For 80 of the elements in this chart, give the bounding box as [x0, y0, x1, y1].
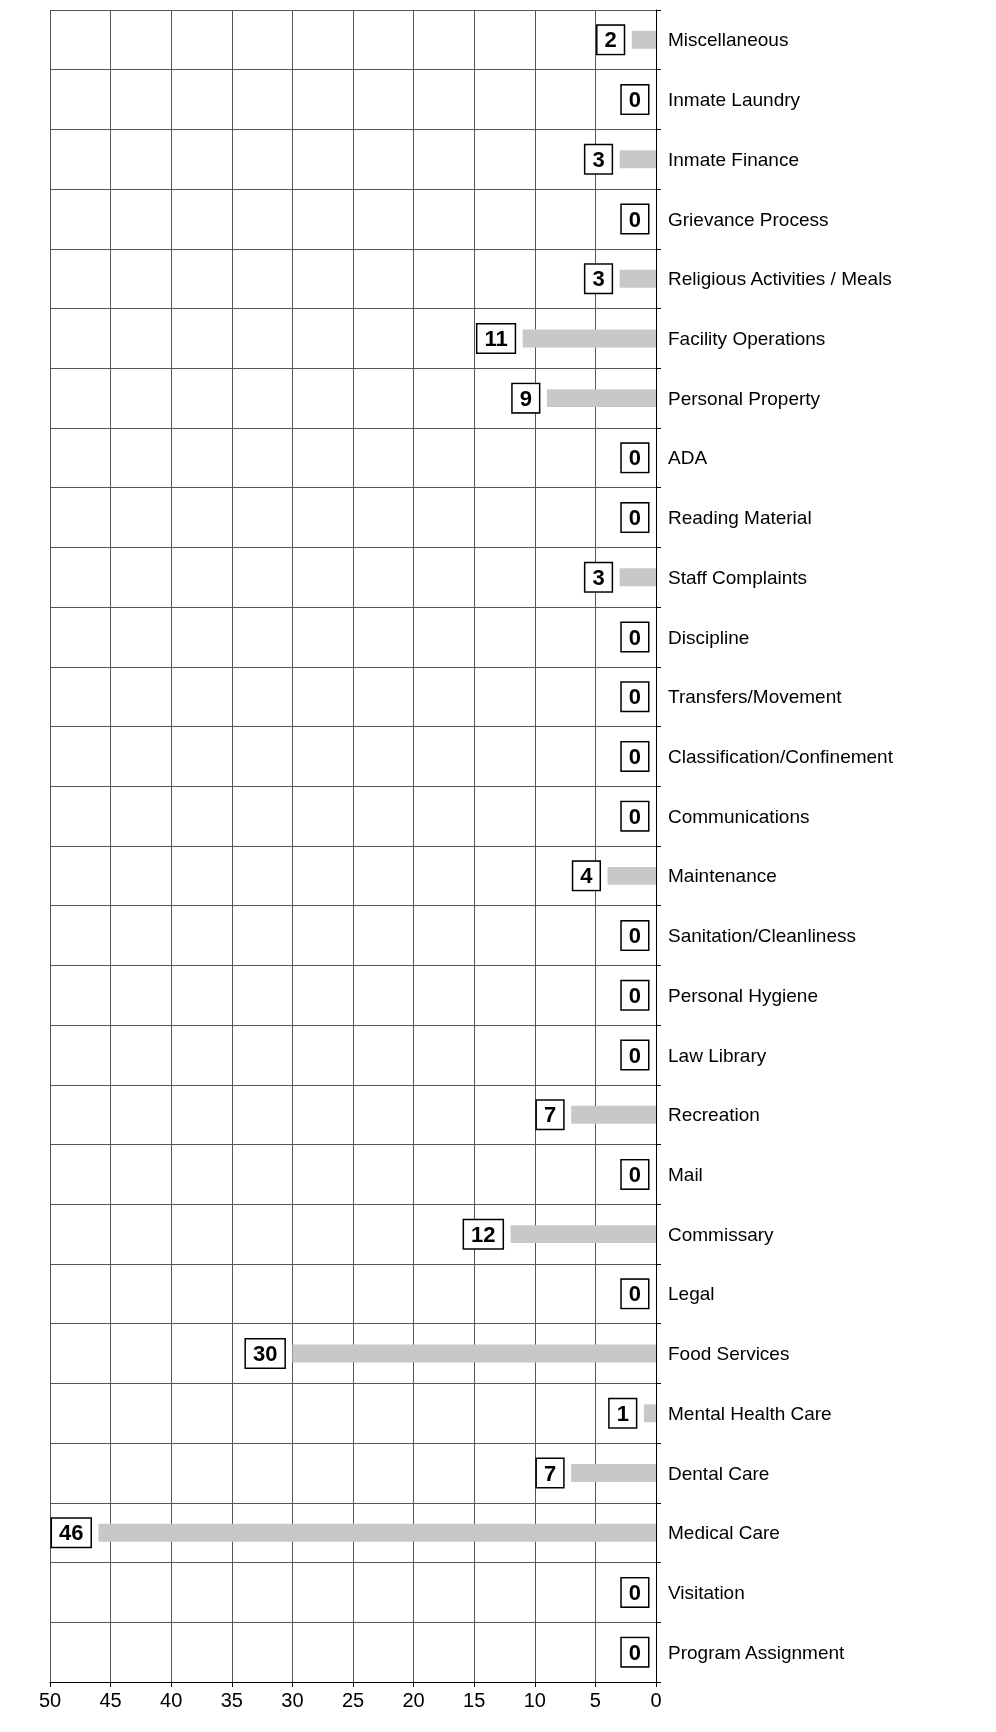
- y-tick-label: Sanitation/Cleanliness: [668, 925, 857, 947]
- y-tick-label: Mental Health Care: [668, 1402, 832, 1424]
- y-tick-label: Law Library: [668, 1044, 767, 1066]
- bar: [619, 568, 656, 587]
- y-tick-label: Program Assignment: [668, 1641, 846, 1663]
- y-tick-label: Personal Hygiene: [668, 984, 818, 1006]
- data-label: 3: [592, 146, 605, 172]
- data-label: 0: [628, 1579, 641, 1605]
- y-tick-label: Miscellaneous: [668, 29, 789, 51]
- bar: [643, 1404, 656, 1423]
- x-tick-label: 0: [650, 1689, 662, 1711]
- y-tick-label: Grievance Process: [668, 208, 829, 230]
- y-tick-label: Inmate Laundry: [668, 89, 801, 111]
- x-tick-label: 50: [38, 1689, 62, 1711]
- bar: [571, 1105, 656, 1124]
- data-label: 0: [628, 1161, 641, 1187]
- data-label: 0: [628, 923, 641, 949]
- y-tick-label: Classification/Confinement: [668, 745, 894, 767]
- data-label: 2: [604, 27, 617, 53]
- data-label: 7: [543, 1460, 557, 1486]
- bar: [571, 1464, 656, 1482]
- data-label: 0: [628, 1042, 641, 1068]
- data-label: 0: [628, 206, 641, 232]
- data-label: 0: [628, 982, 641, 1008]
- data-label: 0: [628, 684, 641, 710]
- y-tick-label: Food Services: [668, 1343, 790, 1365]
- x-tick-label: 40: [160, 1689, 183, 1711]
- bar: [546, 389, 656, 408]
- data-label: 46: [59, 1520, 84, 1546]
- bar: [619, 269, 656, 288]
- y-tick-label: Recreation: [668, 1104, 760, 1126]
- y-tick-label: Transfers/Movement: [668, 686, 843, 708]
- data-label: 0: [628, 624, 641, 650]
- x-tick-label: 45: [99, 1689, 122, 1711]
- y-tick-label: Reading Material: [668, 507, 812, 529]
- data-label: 12: [471, 1221, 496, 1247]
- data-label: 4: [580, 863, 594, 889]
- y-tick-label: Maintenance: [668, 865, 777, 887]
- y-tick-label: ADA: [668, 447, 708, 469]
- data-label: 11: [484, 325, 508, 351]
- data-label: 30: [252, 1341, 278, 1367]
- data-label: 7: [543, 1102, 557, 1128]
- y-tick-label: Mail: [668, 1163, 703, 1185]
- data-label: 0: [628, 1639, 641, 1665]
- bar: [292, 1344, 656, 1363]
- y-tick-label: Communications: [668, 805, 810, 827]
- data-label: 0: [628, 743, 641, 769]
- y-tick-label: Legal: [668, 1283, 715, 1305]
- x-tick-label: 5: [589, 1689, 601, 1711]
- data-label: 1: [616, 1400, 629, 1426]
- y-tick-label: Religious Activities / Meals: [668, 268, 892, 290]
- data-label: 3: [592, 266, 605, 292]
- y-tick-label: Inmate Finance: [668, 148, 799, 170]
- y-tick-label: Personal Property: [668, 387, 821, 409]
- y-tick-label: Commissary: [668, 1223, 775, 1245]
- data-label: 0: [628, 445, 641, 471]
- x-tick-label: 30: [281, 1689, 304, 1711]
- x-tick-label: 35: [220, 1689, 243, 1711]
- bar: [510, 1225, 656, 1244]
- data-label: 0: [628, 803, 641, 829]
- x-tick-label: 20: [402, 1689, 425, 1711]
- x-tick-label: 10: [523, 1689, 546, 1711]
- data-label: 0: [628, 1281, 641, 1307]
- data-label: 0: [628, 87, 641, 113]
- data-label: 3: [592, 564, 605, 590]
- bar: [607, 866, 656, 885]
- x-tick-label: 25: [341, 1689, 365, 1711]
- y-tick-label: Dental Care: [668, 1462, 770, 1484]
- y-tick-label: Facility Operations: [668, 327, 826, 349]
- bar: [631, 30, 656, 49]
- data-label: 0: [628, 505, 641, 531]
- x-tick-label: 15: [463, 1689, 486, 1711]
- y-tick-label: Discipline: [668, 626, 750, 648]
- y-tick-label: Visitation: [668, 1581, 745, 1603]
- y-tick-label: Staff Complaints: [668, 566, 808, 588]
- bar: [98, 1523, 656, 1542]
- bar: [619, 150, 656, 169]
- y-tick-label: Medical Care: [668, 1522, 780, 1544]
- data-label: 9: [519, 385, 532, 411]
- bar: [522, 329, 656, 348]
